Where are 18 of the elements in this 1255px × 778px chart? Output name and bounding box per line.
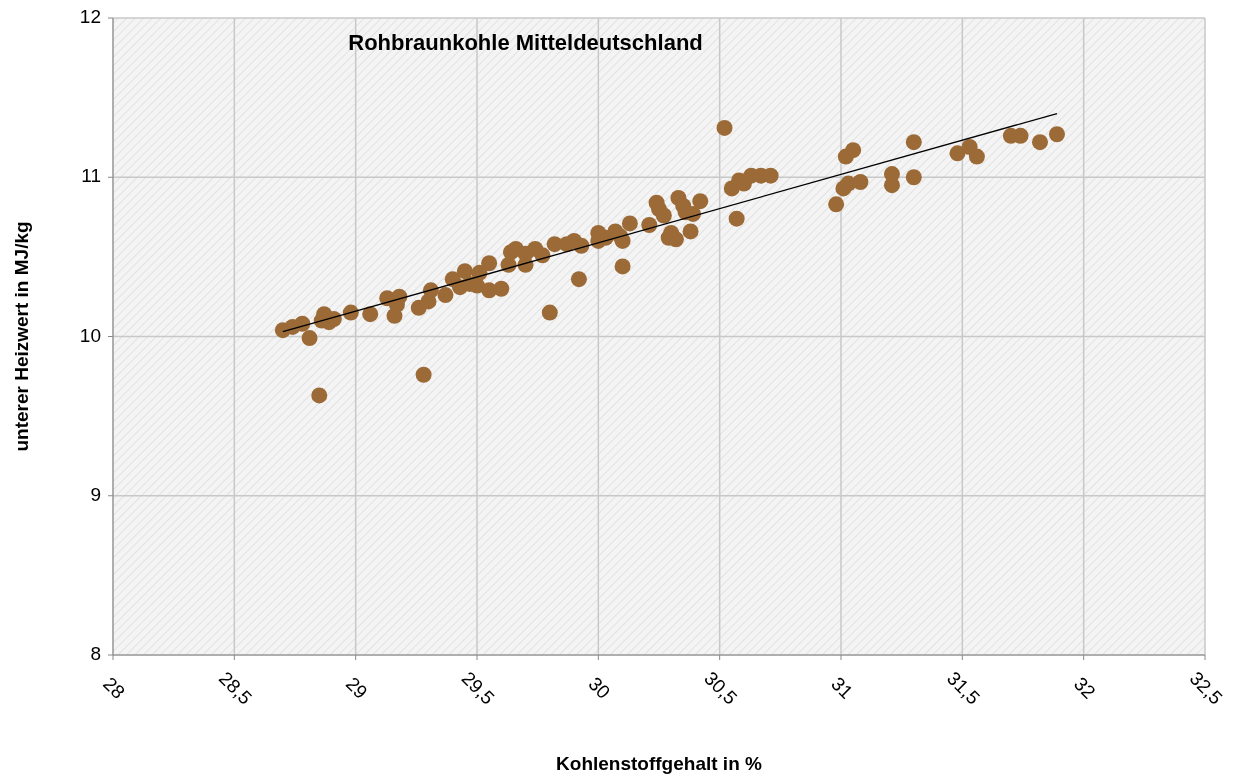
- x-tick-label: 31,5: [942, 667, 984, 709]
- y-tick-label: 8: [90, 643, 101, 665]
- y-tick-label: 10: [79, 324, 101, 346]
- x-tick-label: 31: [827, 673, 857, 703]
- x-tick-label: 30: [584, 673, 615, 703]
- y-tick-label: 11: [81, 165, 101, 187]
- y-tick-label: 9: [90, 483, 101, 505]
- x-tick-label: 29,5: [457, 667, 499, 709]
- x-tick-label: 32,5: [1185, 667, 1227, 709]
- x-tick-label: 28,5: [214, 667, 256, 709]
- x-axis-title: Kohlenstoffgehalt in %: [556, 753, 763, 774]
- x-tick-label: 28: [99, 673, 129, 703]
- y-tick-label: 12: [79, 6, 101, 28]
- x-tick-label: 29: [341, 673, 372, 703]
- y-axis-title: unterer Heizwert in MJ/kg: [11, 221, 32, 452]
- x-tick-label: 30,5: [700, 667, 742, 709]
- text: Rohbraunkohle Mitteldeutschland: [348, 30, 703, 55]
- x-tick-label: 32: [1069, 673, 1100, 703]
